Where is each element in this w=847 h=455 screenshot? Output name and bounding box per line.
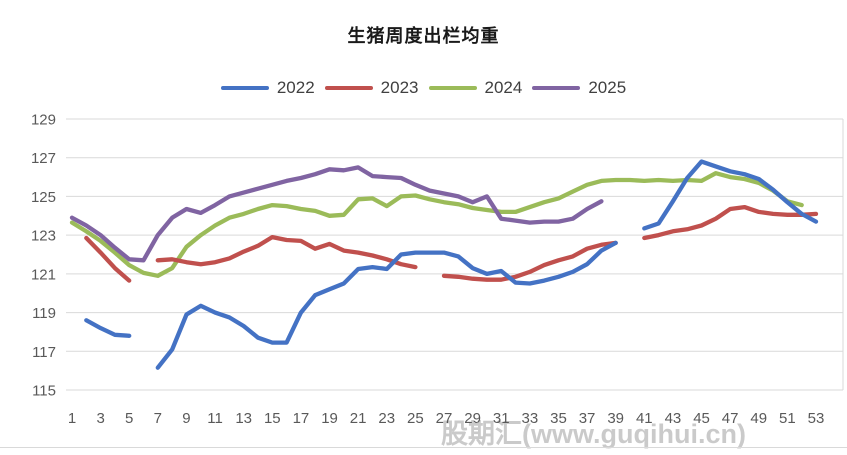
x-tick-label: 29: [464, 410, 481, 427]
x-tick-label: 43: [665, 410, 682, 427]
x-tick-label: 11: [207, 410, 223, 427]
y-tick-label: 129: [31, 112, 56, 129]
legend-label: 2024: [484, 78, 523, 97]
x-tick-label: 31: [493, 410, 510, 427]
legend-label: 2022: [276, 78, 315, 97]
x-tick-label: 27: [436, 410, 453, 427]
legend-label: 2023: [380, 78, 419, 97]
x-tick-label: 15: [264, 410, 281, 427]
x-tick-label: 9: [182, 410, 190, 427]
x-tick-label: 41: [636, 410, 653, 427]
x-tick-label: 35: [550, 410, 567, 427]
x-tick-label: 47: [722, 410, 739, 427]
legend-item-2024: 2024: [428, 78, 523, 98]
x-tick-label: 21: [350, 410, 367, 427]
x-tick-label: 5: [125, 410, 133, 427]
watermark-text: 股期汇(www.guqihui.cn): [441, 419, 746, 449]
x-tick-label: 45: [693, 410, 710, 427]
x-tick-label: 33: [522, 410, 539, 427]
y-tick-label: 123: [31, 228, 56, 245]
legend-item-2022: 2022: [220, 78, 315, 98]
x-tick-label: 1: [68, 410, 76, 427]
legend-swatch-2024: [428, 85, 477, 91]
series-line-2022: [84, 159, 819, 370]
x-tick-label: 49: [750, 410, 767, 427]
y-tick-label: 119: [32, 305, 56, 322]
legend-swatch-2022: [220, 85, 269, 91]
x-tick-label: 17: [293, 410, 310, 427]
x-tick-label: 13: [235, 410, 252, 427]
y-tick-label: 127: [31, 150, 56, 167]
x-tick-label: 51: [779, 410, 796, 427]
series-line-2024: [69, 171, 804, 278]
x-tick-label: 7: [154, 410, 162, 427]
series-line-2023: [84, 204, 819, 283]
y-tick-label: 115: [32, 383, 56, 400]
legend-item-2025: 2025: [532, 78, 626, 98]
legend-item-2023: 2023: [324, 78, 419, 98]
legend-swatch-2025: [532, 85, 581, 91]
chart-title: 生猪周度出栏均重: [347, 26, 500, 46]
y-tick-label: 121: [31, 266, 56, 283]
x-tick-label: 19: [321, 410, 338, 427]
x-tick-label: 25: [407, 410, 424, 427]
legend-label: 2025: [588, 78, 627, 97]
legend-swatch-2023: [324, 85, 373, 91]
x-tick-label: 37: [579, 410, 596, 427]
x-tick-label: 3: [96, 410, 104, 427]
x-tick-label: 53: [808, 410, 825, 427]
y-tick-label: 125: [31, 189, 56, 206]
y-tick-label: 117: [32, 344, 56, 361]
x-tick-label: 23: [378, 410, 395, 427]
series-line-2025: [69, 165, 604, 263]
chart-legend: 2022 2023 2024 2025: [0, 78, 847, 98]
x-tick-label: 39: [607, 410, 624, 427]
